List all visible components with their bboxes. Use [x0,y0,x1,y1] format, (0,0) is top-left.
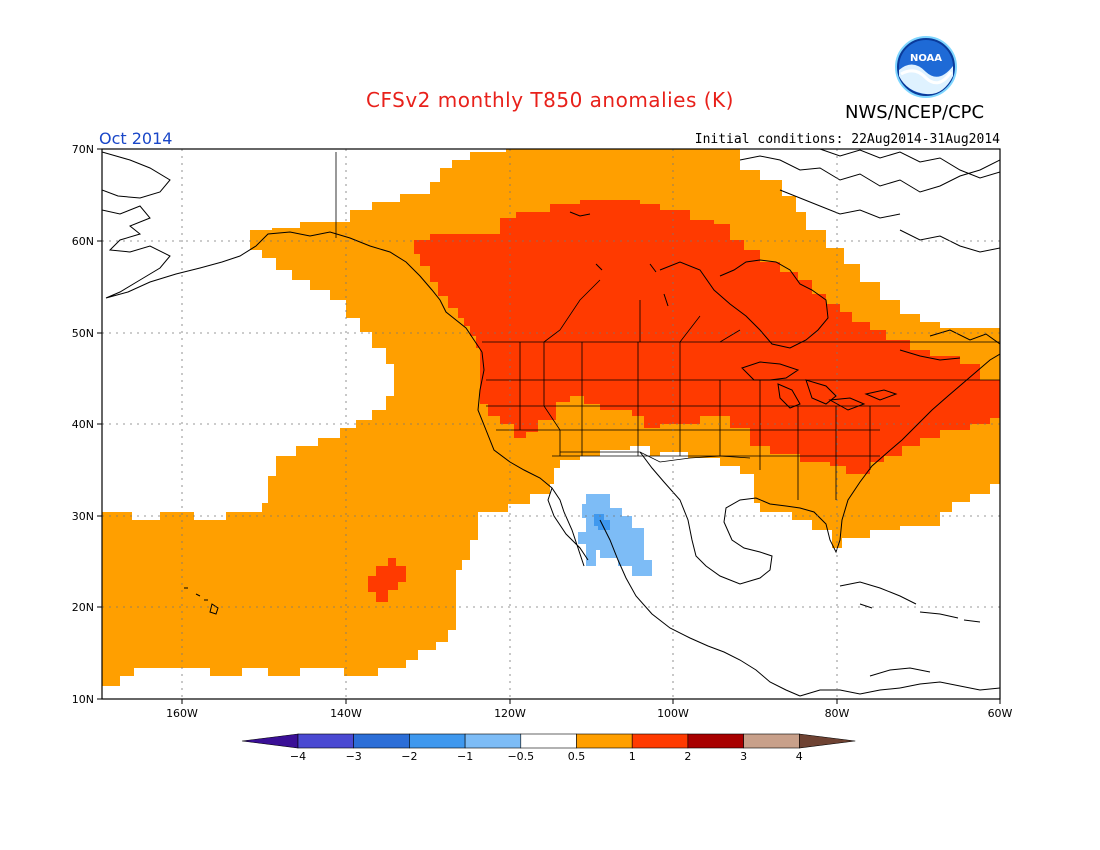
lat-label: 70N [72,143,94,156]
map-frame [101,148,1001,700]
political-boundaries [335,152,1000,500]
colorbar-tick-label: 4 [796,750,803,763]
anomaly-region-orange [102,149,1000,686]
colorbar-tick-label: 2 [684,750,691,763]
colorbar-swatch [464,733,522,749]
lat-label: 10N [72,693,94,706]
colorbar: −4 −3 −2 −1 −0.5 0.5 1 2 3 4 [241,733,856,763]
gridlines [102,149,1000,699]
chart-title: CFSv2 monthly T850 anomalies (K) [366,88,734,112]
lat-label: 30N [72,510,94,523]
colorbar-tick-label: −4 [290,750,306,763]
colorbar-tick-label: −0.5 [507,750,534,763]
anomaly-region-red [414,200,1000,474]
initial-conditions: Initial conditions: 22Aug2014-31Aug2014 [694,132,1000,147]
axis-ticks [97,148,1001,704]
colorbar-arrow-min [241,733,299,749]
colorbar-swatch [520,733,577,749]
lon-label: 80W [825,707,850,720]
lon-label: 140W [330,707,362,720]
colorbar-swatch [353,733,410,749]
colorbar-swatch [576,733,633,749]
coastlines [102,149,1000,697]
lat-label: 20N [72,601,94,614]
noaa-logo: NOAA [895,36,957,98]
lon-label: 100W [657,707,689,720]
colorbar-swatch [409,733,466,749]
svg-text:NOAA: NOAA [910,53,942,64]
lon-label: 160W [166,707,198,720]
forecast-month: Oct 2014 [99,129,173,148]
lon-label: 60W [988,707,1013,720]
colorbar-tick-label: 1 [629,750,636,763]
agency-label: NWS/NCEP/CPC [845,102,985,123]
lon-label: 120W [494,707,526,720]
colorbar-tick-label: −2 [401,750,417,763]
colorbar-tick-label: 0.5 [568,750,586,763]
anomaly-region-lightblue [578,494,652,576]
colorbar-swatch [687,733,744,749]
colorbar-swatch [297,733,355,749]
colorbar-arrow-max [798,733,856,749]
lat-label: 40N [72,418,94,431]
anomaly-spot-red-pacific [368,558,406,602]
lat-label: 50N [72,327,94,340]
colorbar-tick-label: −3 [346,750,362,763]
colorbar-swatch [743,733,800,749]
colorbar-tick-label: −1 [457,750,473,763]
colorbar-swatch [631,733,689,749]
colorbar-tick-label: 3 [740,750,747,763]
lat-label: 60N [72,235,94,248]
anomaly-region-blue [594,514,610,530]
